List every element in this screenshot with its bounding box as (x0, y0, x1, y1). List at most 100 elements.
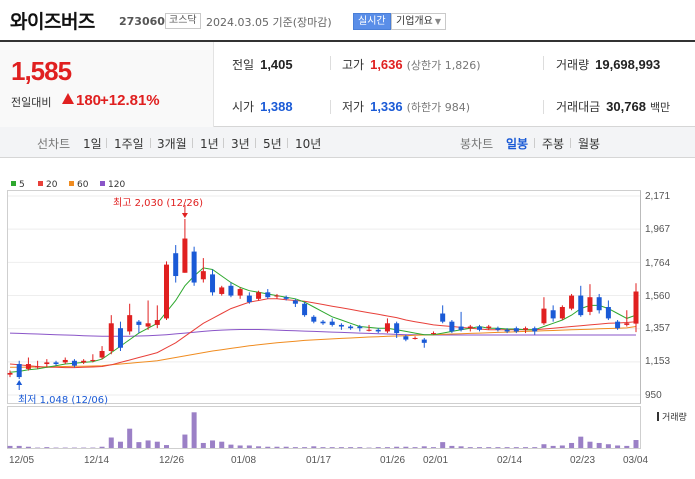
volume-bar (136, 442, 142, 448)
candle-body (256, 292, 262, 299)
candle-body (117, 328, 123, 348)
y-tick: 1,967 (645, 224, 671, 235)
candle-body (99, 350, 105, 358)
volume-bar (357, 447, 363, 448)
candle-body (633, 291, 639, 324)
volume-bar (486, 447, 492, 448)
ma60-line (10, 326, 637, 368)
volume-bar (145, 440, 151, 448)
candle-body (495, 328, 501, 330)
legend-ma60: 60 (69, 180, 88, 190)
candle-body (302, 303, 308, 316)
volume-bar (587, 441, 593, 448)
ma120-line (9, 329, 636, 337)
candle-body (246, 295, 252, 303)
candle-body (394, 323, 400, 334)
candle-body (550, 310, 556, 319)
x-tick: 01/26 (380, 455, 406, 466)
volume-bar (219, 441, 225, 448)
y-tick: 1,764 (645, 258, 671, 269)
legend-ma20-label: 20 (46, 180, 58, 190)
tab-1d[interactable]: 1일 (83, 137, 102, 151)
candle-body (605, 306, 611, 319)
tab-1w[interactable]: 1주일 (114, 137, 144, 151)
candle-body (449, 321, 455, 332)
candle-body (421, 339, 427, 343)
tab-5y[interactable]: 5년 (263, 137, 282, 151)
tab-monthly[interactable]: 월봉 (578, 137, 601, 151)
candle-body (292, 300, 298, 304)
y-tick: 2,171 (645, 191, 671, 202)
tab-10y[interactable]: 10년 (295, 137, 322, 151)
volume-bar (624, 445, 630, 448)
high-annotation: 최고 2,030 (12/26) (113, 198, 204, 209)
volume-bar (7, 445, 13, 448)
volume-bar (375, 447, 381, 448)
volume-bar (348, 447, 354, 448)
candle-body (136, 321, 142, 325)
volume-bar (513, 447, 519, 448)
tab-3y[interactable]: 3년 (231, 137, 250, 151)
candle-body (265, 292, 271, 298)
candle-body (44, 362, 50, 365)
high-arrow-head (181, 212, 188, 218)
candle-chart-title: 봉차트 (460, 137, 494, 151)
volume-bar (311, 446, 317, 448)
legend-ma120-label: 120 (108, 180, 126, 190)
candle-body (357, 326, 363, 329)
candle-body (375, 329, 381, 332)
live-button[interactable]: 실시간 (353, 13, 391, 30)
volume-bar (449, 445, 455, 448)
stat-low-value: 1,336 (370, 99, 403, 114)
volume-bar (246, 445, 252, 448)
candle-body (237, 289, 243, 296)
volume-chart-area[interactable] (7, 406, 641, 449)
tab-1y[interactable]: 1년 (200, 137, 219, 151)
volume-bar (578, 436, 584, 448)
date-value: 2024.03.05 (206, 16, 269, 29)
candle-body (274, 295, 280, 297)
y-tick: 950 (645, 390, 662, 401)
volume-bar (292, 447, 298, 448)
candle-body (62, 359, 68, 363)
x-tick: 02/01 (423, 455, 449, 466)
volume-bar (467, 447, 473, 448)
candle-body (440, 313, 446, 322)
stat-high-label: 고가 (342, 58, 365, 72)
candle-body (173, 253, 179, 277)
price-chart-area[interactable] (7, 190, 641, 404)
chevron-down-icon: ▼ (434, 17, 441, 26)
x-tick: 12/14 (84, 455, 110, 466)
volume-bar (495, 447, 501, 448)
volume-bar (154, 441, 160, 448)
candle-body (219, 287, 225, 294)
y-tick: 1,357 (645, 323, 671, 334)
volume-bar (550, 445, 556, 448)
candle-body (7, 372, 13, 375)
diff-label: 전일대비 (11, 96, 52, 109)
tab-3m[interactable]: 3개월 (157, 137, 187, 151)
volume-bar (559, 445, 565, 448)
chart-tabs: 선차트 1일 1주일 3개월 1년 3년 5년 10년 봉차트 일봉 주봉 월봉 (0, 127, 695, 158)
volume-bar (164, 445, 169, 448)
diff-rate: +12.81% (100, 92, 160, 109)
market-badge: 코스닥 (165, 13, 201, 29)
volume-bar (403, 446, 409, 448)
candle-body (513, 328, 519, 332)
legend-ma5: 5 (11, 180, 25, 190)
candle-body (624, 323, 630, 325)
stat-amount: 거래대금 30,768 백만 (556, 98, 670, 115)
tab-weekly[interactable]: 주봉 (542, 137, 565, 151)
candle-body (145, 323, 151, 327)
candle-body (71, 360, 77, 366)
candle-body (35, 366, 41, 368)
tab-daily[interactable]: 일봉 (506, 137, 529, 151)
candle-body (523, 328, 529, 330)
volume-bar (274, 446, 280, 448)
company-overview-button[interactable]: 기업개요 ▼ (391, 13, 446, 30)
upper-limit: (상한가 1,826) (406, 59, 481, 72)
volume-bar (200, 442, 206, 448)
volume-bar (302, 447, 308, 448)
current-price: 1,585 (11, 56, 72, 86)
